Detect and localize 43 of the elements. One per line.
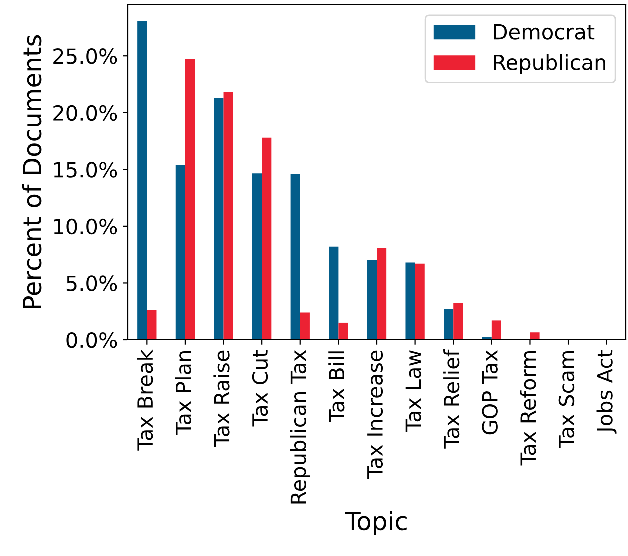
- bar: [454, 303, 464, 340]
- x-tick-label: Tax Raise: [214, 350, 230, 448]
- bar: [138, 21, 148, 340]
- x-tick-label: Republican Tax: [290, 350, 310, 504]
- bar: [377, 248, 387, 340]
- bar: [224, 92, 234, 340]
- x-tick-label: Tax Bill: [328, 352, 345, 422]
- y-tick-label: 0.0%: [66, 332, 118, 348]
- bar: [300, 312, 310, 340]
- x-tick-label: Tax Relief: [444, 349, 460, 449]
- bar: [338, 322, 348, 340]
- bar: [329, 246, 339, 340]
- y-axis-title: Percent of Documents: [22, 35, 42, 308]
- x-tick-label: Jobs Act: [596, 350, 617, 434]
- y-tick-label: 20.0%: [54, 105, 118, 122]
- x-tick-label: Tax Reform: [520, 351, 536, 466]
- x-tick-label: Tax Break: [137, 350, 154, 451]
- y-tick-label: 15.0%: [54, 162, 118, 178]
- x-tick-label: GOP Tax: [482, 350, 498, 435]
- bar: [530, 332, 540, 340]
- y-tick-label: 10.0%: [54, 218, 118, 235]
- bar: [214, 98, 224, 340]
- x-tick-label: Tax Increase: [368, 350, 384, 479]
- legend-label: Democrat: [494, 24, 595, 40]
- bar: [406, 262, 416, 340]
- bar: [290, 174, 300, 340]
- x-axis-title: Topic: [345, 511, 407, 536]
- y-tick-label: 25.0%: [54, 48, 118, 64]
- legend-label: Republican: [494, 54, 606, 74]
- bar: [176, 165, 186, 340]
- bar: [262, 138, 272, 340]
- bar: [492, 320, 502, 340]
- bar: [367, 260, 377, 340]
- x-tick-label: Tax Scam: [558, 351, 575, 449]
- x-tick-label: Tax Law: [406, 350, 422, 432]
- bar: [415, 264, 425, 340]
- bar: [147, 310, 157, 340]
- bar: [444, 309, 454, 340]
- x-tick-label: Tax Cut: [252, 350, 268, 427]
- bar: [252, 174, 262, 340]
- x-tick-label: Tax Plan: [175, 351, 192, 436]
- y-tick-label: 5.0%: [66, 276, 118, 292]
- bar: [185, 60, 196, 340]
